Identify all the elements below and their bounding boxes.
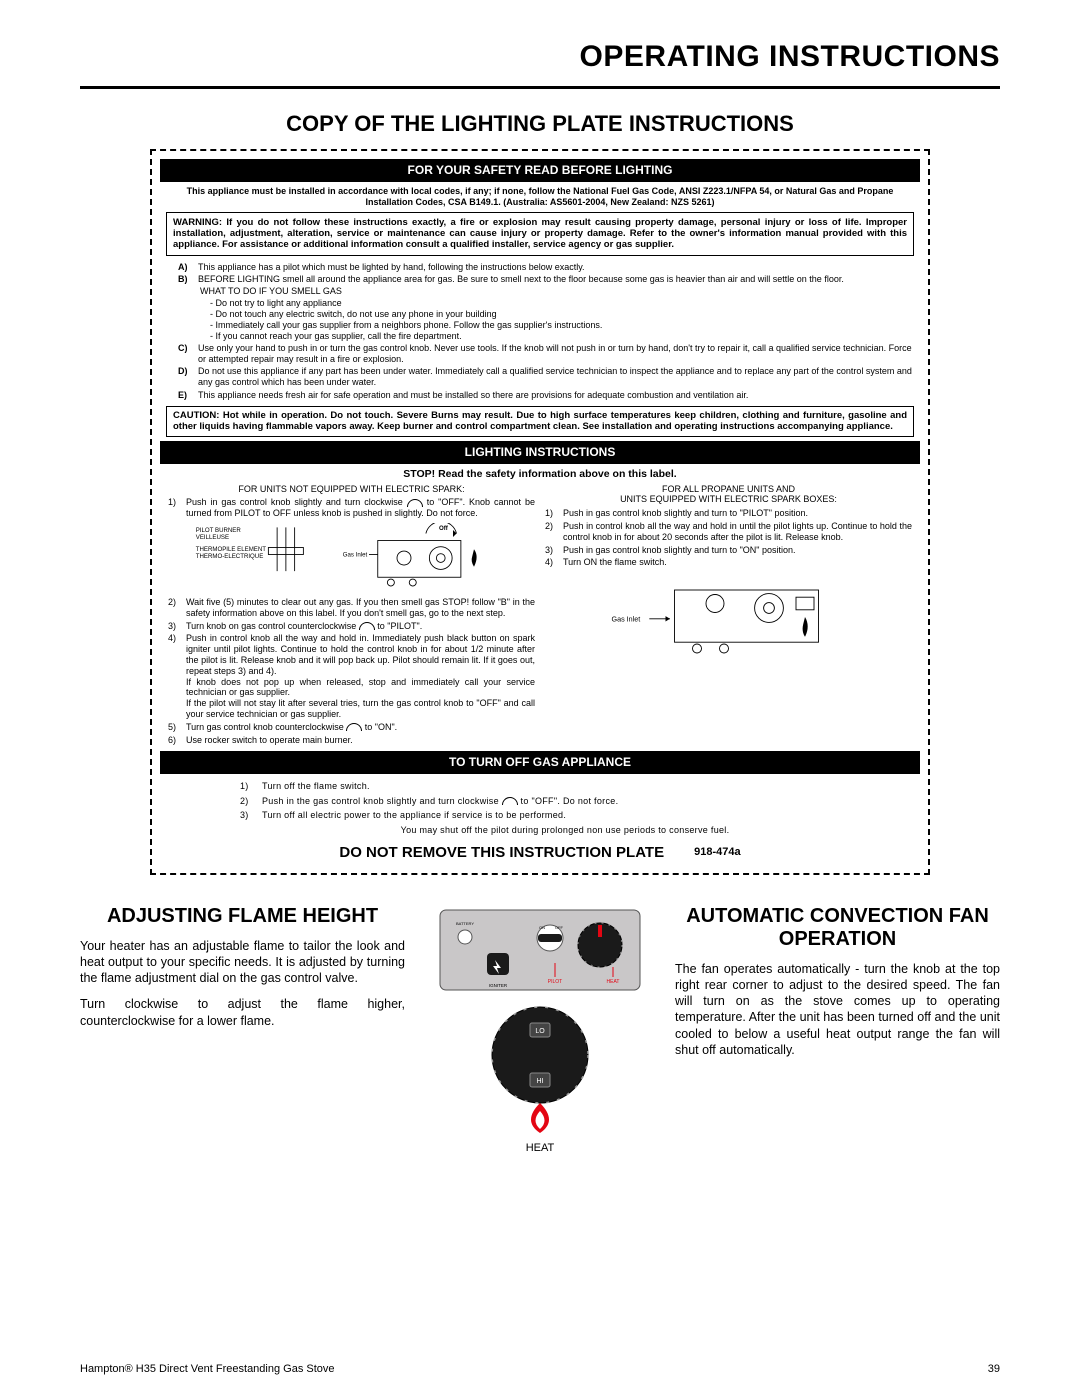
cw-icon-off [502, 797, 518, 805]
fan-col: Automatic Convection Fan Operation The f… [675, 905, 1000, 1069]
heat-caption: HEAT [435, 1142, 645, 1154]
svg-text:HEAT: HEAT [607, 979, 620, 985]
svg-text:THERMO-ELECTRIQUE: THERMO-ELECTRIQUE [196, 553, 264, 560]
adjusting-p1: Your heater has an adjustable flame to t… [80, 938, 405, 987]
item-c: Use only your hand to push in or turn th… [198, 343, 912, 366]
fan-title: Automatic Convection Fan Operation [675, 905, 1000, 951]
ccw-icon [359, 622, 375, 630]
svg-text:Gas Inlet: Gas Inlet [343, 551, 368, 558]
valve-diagram-right: Gas Inlet [545, 572, 912, 662]
page-title: Operating Instructions [80, 40, 1000, 74]
stop-line: STOP! Read the safety information above … [160, 466, 920, 484]
svg-text:Gas Inlet: Gas Inlet [612, 615, 641, 624]
part-number: 918-474a [694, 846, 741, 860]
compliance-text: This appliance must be installed in acco… [160, 184, 920, 212]
footer-page: 39 [988, 1363, 1000, 1375]
item-b-what: WHAT TO DO IF YOU SMELL GAS [200, 286, 912, 297]
item-b: BEFORE LIGHTING smell all around the app… [198, 274, 844, 285]
svg-text:LO: LO [535, 1028, 545, 1035]
fan-p1: The fan operates automatically - turn th… [675, 961, 1000, 1059]
svg-text:PILOT: PILOT [548, 979, 562, 985]
warning-box: WARNING: If you do not follow these inst… [166, 212, 914, 256]
page-footer: Hampton® H35 Direct Vent Freestanding Ga… [80, 1363, 1000, 1375]
safety-list: A)This appliance has a pilot which must … [160, 260, 920, 404]
control-panel-figure: BATTERY IGNITER ON OFF PILOT HEAT LO H [435, 905, 645, 1154]
item-a: This appliance has a pilot which must be… [198, 262, 585, 273]
svg-text:ON: ON [539, 925, 545, 930]
adjusting-title: Adjusting Flame Height [80, 905, 405, 928]
svg-text:BATTERY: BATTERY [456, 921, 474, 926]
svg-text:THERMOPILE ELEMENT: THERMOPILE ELEMENT [196, 546, 267, 553]
left-column: FOR UNITS NOT EQUIPPED WITH ELECTRIC SPA… [168, 484, 535, 748]
svg-text:HI: HI [537, 1078, 544, 1085]
right-column: FOR ALL PROPANE UNITS ANDUNITS EQUIPPED … [545, 484, 912, 748]
caution-box: CAUTION: Hot while in operation. Do not … [166, 406, 914, 437]
clockwise-icon [407, 499, 423, 507]
svg-text:VEILLEUSE: VEILLEUSE [196, 534, 229, 541]
svg-text:IGNITER: IGNITER [489, 983, 508, 988]
svg-text:OFF: OFF [555, 925, 564, 930]
lighting-columns: FOR UNITS NOT EQUIPPED WITH ELECTRIC SPA… [160, 484, 920, 748]
lighting-header-bar: LIGHTING INSTRUCTIONS [160, 441, 920, 464]
turnoff-list: 1)Turn off the flame switch. 2)Push in t… [160, 776, 920, 838]
ccw-icon-2 [346, 723, 362, 731]
valve-diagram-left: PILOT BURNER VEILLEUSE THERMOPILE ELEMEN… [168, 523, 535, 593]
do-not-remove: Do Not Remove This Instruction Plate [339, 844, 664, 863]
item-e: This appliance needs fresh air for safe … [198, 390, 748, 401]
conserve-note: You may shut off the pilot during prolon… [240, 824, 890, 836]
plate-section-title: Copy Of The Lighting Plate Instructions [80, 111, 1000, 137]
turnoff-header-bar: TO TURN OFF GAS APPLIANCE [160, 751, 920, 774]
adjusting-col: Adjusting Flame Height Your heater has a… [80, 905, 405, 1039]
safety-header-bar: FOR YOUR SAFETY READ BEFORE LIGHTING [160, 159, 920, 182]
item-d: Do not use this appliance if any part ha… [198, 366, 912, 389]
instruction-plate: FOR YOUR SAFETY READ BEFORE LIGHTING Thi… [150, 149, 930, 875]
svg-text:PILOT BURNER: PILOT BURNER [196, 527, 242, 534]
footer-model: Hampton® H35 Direct Vent Freestanding Ga… [80, 1363, 335, 1375]
adjusting-p2: Turn clockwise to adjust the flame highe… [80, 996, 405, 1029]
divider [80, 86, 1000, 89]
lower-section: Adjusting Flame Height Your heater has a… [80, 905, 1000, 1154]
svg-text:Off: Off [439, 525, 449, 532]
